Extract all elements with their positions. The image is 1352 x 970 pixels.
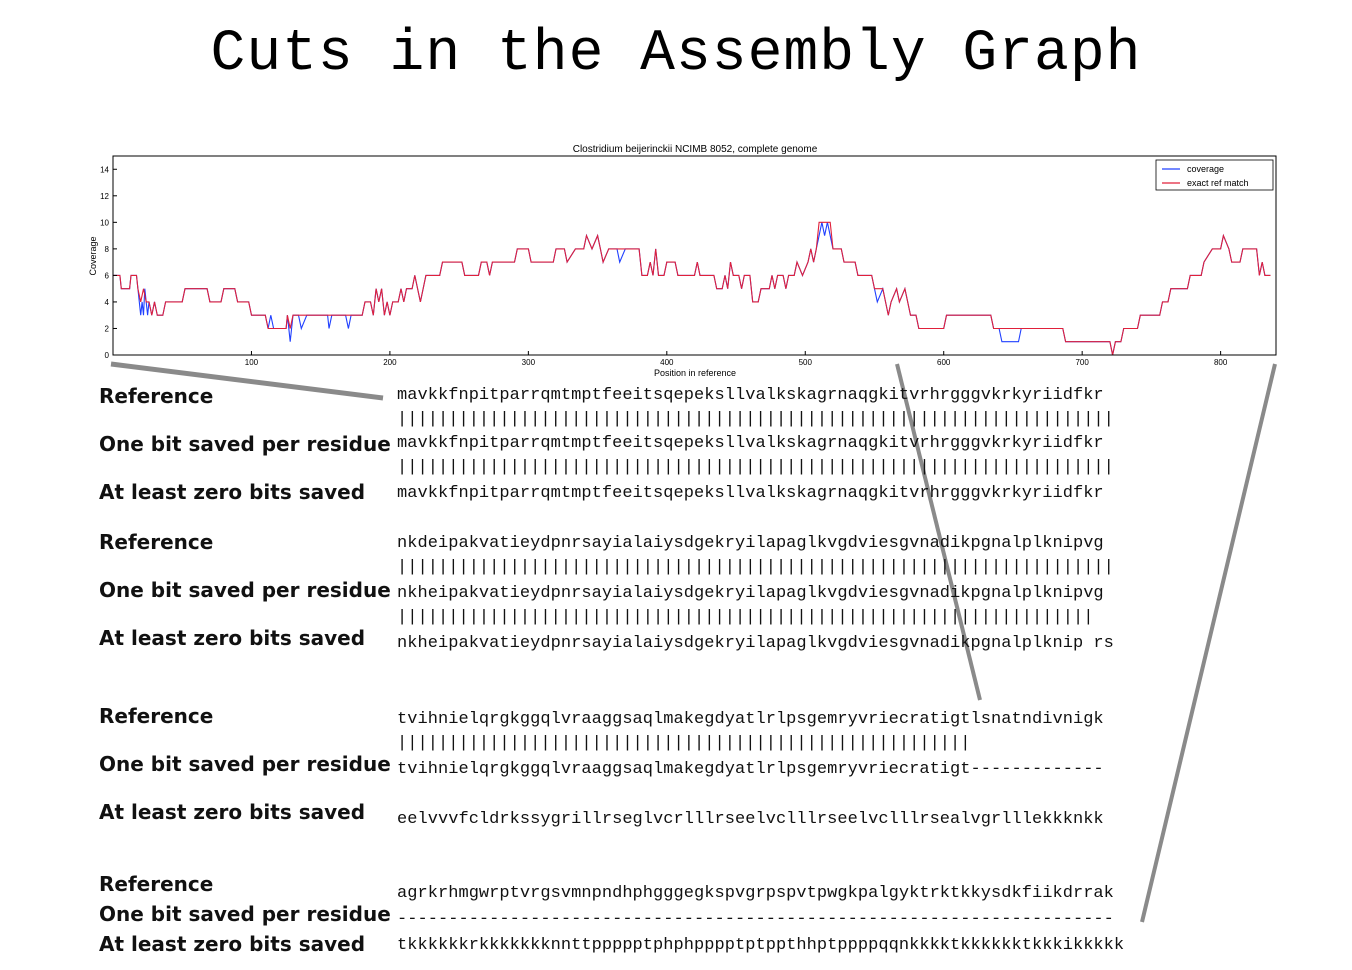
x-tick-label: 500: [799, 358, 813, 367]
row-label: At least zero bits saved: [99, 800, 366, 824]
chart-title: Clostridium beijerinckii NCIMB 8052, com…: [573, 144, 818, 155]
sequence-line: agrkrhmgwrptvrgsvmnpndhphgggegkspvgrpspv…: [397, 884, 1114, 903]
match-bars: ||||||||||||||||||||||||||||||||||||||||…: [397, 558, 1114, 577]
x-tick-label: 200: [383, 358, 397, 367]
row-label: One bit saved per residue: [99, 902, 391, 926]
sequence-line: mavkkfnpitparrqmtmptfeeitsqepeksllvalksk…: [397, 484, 1104, 503]
x-tick-label: 100: [245, 358, 259, 367]
y-tick-label: 2: [105, 324, 110, 333]
sequence-line: mavkkfnpitparrqmtmptfeeitsqepeksllvalksk…: [397, 386, 1104, 405]
x-tick-label: 400: [660, 358, 674, 367]
x-tick-label: 300: [522, 358, 536, 367]
chart-x-axis-label: Position in reference: [654, 368, 736, 378]
series-line-coverage: [113, 222, 1271, 356]
y-tick-label: 8: [105, 245, 110, 254]
match-bars: ||||||||||||||||||||||||||||||||||||||||…: [397, 458, 1114, 477]
y-tick-label: 10: [100, 218, 109, 227]
row-label: At least zero bits saved: [99, 932, 366, 956]
row-label: Reference: [99, 704, 214, 728]
sequence-line: nkdeipakvatieydpnrsayialaiysdgekryilapag…: [397, 534, 1104, 553]
y-tick-label: 0: [105, 351, 110, 360]
chart-legend: coverage exact ref match: [1155, 159, 1274, 191]
match-bars: ||||||||||||||||||||||||||||||||||||||||…: [397, 734, 971, 753]
row-label: One bit saved per residue: [99, 752, 391, 776]
sequence-line: nkheipakvatieydpnrsayialaiysdgekryilapag…: [397, 634, 1114, 653]
row-label: One bit saved per residue: [99, 578, 391, 602]
callout-line-right: [1140, 363, 1277, 923]
sequence-line: eelvvvfcldrkssygrillrseglvcrlllrseelvcll…: [397, 810, 1104, 829]
legend-entry: exact ref match: [1187, 178, 1249, 188]
legend-entry: coverage: [1187, 164, 1224, 174]
sequence-line: tvihnielqrgkggqlvraaggsaqlmakegdyatlrlps…: [397, 710, 1104, 729]
x-tick-label: 600: [937, 358, 951, 367]
row-label: At least zero bits saved: [99, 480, 366, 504]
sequence-line: mavkkfnpitparrqmtmptfeeitsqepeksllvalksk…: [397, 434, 1104, 453]
chart-plot-frame: [112, 155, 1277, 356]
y-tick-label: 6: [105, 271, 110, 280]
row-label: Reference: [99, 384, 214, 408]
row-label: Reference: [99, 530, 214, 554]
x-tick-label: 700: [1075, 358, 1089, 367]
series-line-exact-ref-match: [113, 221, 1271, 356]
sequence-line: tvihnielqrgkggqlvraaggsaqlmakegdyatlrlps…: [397, 760, 1104, 779]
row-label: Reference: [99, 872, 214, 896]
sequence-line: ----------------------------------------…: [397, 910, 1114, 929]
sequence-line: tkkkkkkrkkkkkkknnttppppptphphpppptptppth…: [397, 936, 1125, 955]
page-title: Cuts in the Assembly Graph: [210, 22, 1142, 87]
match-bars: ||||||||||||||||||||||||||||||||||||||||…: [397, 410, 1114, 429]
y-tick-label: 4: [105, 298, 110, 307]
coverage-chart: Clostridium beijerinckii NCIMB 8052, com…: [88, 144, 1277, 378]
row-label: At least zero bits saved: [99, 626, 366, 650]
legend-box: [1155, 159, 1274, 191]
x-tick-label: 800: [1214, 358, 1228, 367]
match-bars: ||||||||||||||||||||||||||||||||||||||||…: [397, 608, 1094, 627]
y-tick-label: 12: [100, 192, 109, 201]
sequence-line: nkheipakvatieydpnrsayialaiysdgekryilapag…: [397, 584, 1104, 603]
y-tick-label: 14: [100, 165, 109, 174]
row-label: One bit saved per residue: [99, 432, 391, 456]
chart-y-axis-label: Coverage: [88, 236, 98, 275]
